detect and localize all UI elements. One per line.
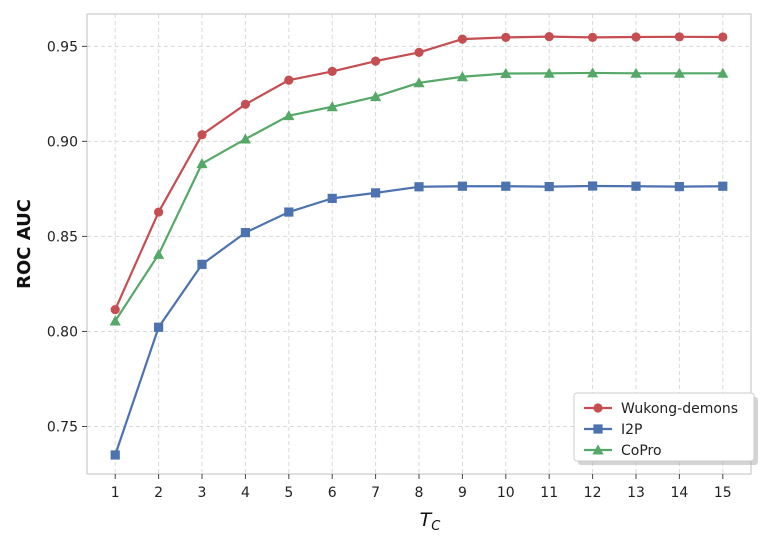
y-tick-label: 0.85 [47,229,78,245]
data-point-wukong-demons [631,32,641,42]
data-point-wukong-demons [587,32,598,42]
x-tick-label: 13 [627,485,645,501]
x-tick-label: 8 [415,485,424,501]
data-point-wukong-demons [674,32,684,42]
x-tick-label: 11 [540,485,558,501]
y-tick-label: 0.95 [47,39,78,55]
x-tick-label: 12 [584,485,602,501]
data-point-i2p [674,181,684,192]
data-point-copro [109,315,121,326]
data-point-wukong-demons [327,66,337,77]
y-tick-label: 0.90 [47,134,78,150]
legend-marker-i2p [593,424,603,434]
data-point-copro [196,157,208,169]
legend-label-i2p: I2P [621,422,642,438]
x-tick-label: 6 [328,485,337,501]
data-point-wukong-demons [414,47,424,57]
data-point-copro [413,77,425,88]
data-point-copro [153,248,165,259]
x-tick-label: 15 [714,485,732,501]
data-point-i2p [371,188,381,198]
data-point-wukong-demons [718,32,728,42]
data-point-copro [239,133,252,144]
y-tick-label: 0.80 [47,324,78,340]
x-axis-label: TC [420,509,442,534]
data-point-copro [370,91,382,102]
ticks: 1 2 3 4 5 6 7 8 9 10 11 12 13 14 150.750.800.850.900.9… [47,39,732,501]
data-point-wukong-demons [371,56,381,66]
y-axis-label: ROC AUC [14,199,35,289]
data-point-wukong-demons [544,32,554,42]
data-point-copro [717,67,729,78]
data-point-i2p [457,181,467,191]
data-point-copro [283,110,295,121]
data-point-i2p [544,181,554,192]
data-point-i2p [501,181,511,191]
legend-label-copro: CoPro [621,443,662,459]
data-point-wukong-demons [154,207,164,217]
legend-marker-copro [592,444,604,455]
data-point-i2p [240,227,251,238]
legend-marker-wukong-demons [593,403,603,413]
data-point-copro [673,67,685,78]
y-tick-label: 0.75 [47,419,78,435]
data-point-i2p [587,181,598,191]
data-point-i2p [327,193,337,203]
data-point-i2p [197,259,207,269]
data-point-wukong-demons [457,34,467,44]
x-tick-label: 3 [198,485,207,501]
x-tick-label: 7 [371,485,380,501]
x-tick-label: 10 [497,485,515,501]
x-tick-label: 4 [241,485,250,501]
data-point-i2p [718,181,728,191]
x-tick-label: 9 [458,485,467,501]
data-point-wukong-demons [501,32,511,42]
x-axis-label-main: T [420,509,433,531]
data-point-wukong-demons [284,75,294,85]
data-point-copro [630,67,642,78]
series-wukong-demons [110,32,728,315]
data-point-i2p [631,181,641,191]
data-point-i2p [154,322,164,332]
legend: Wukong-demons I2P CoPro [573,392,758,465]
data-point-i2p [414,182,424,192]
x-tick-label: 5 [284,485,293,501]
x-axis-label-subscript: C [431,519,441,534]
data-point-wukong-demons [197,130,207,140]
series [109,32,729,460]
legend-box [573,392,755,462]
data-point-copro [326,101,338,112]
data-point-i2p [284,207,294,217]
data-point-copro [543,67,555,78]
data-point-wukong-demons [240,99,251,109]
x-tick-label: 2 [154,485,163,501]
data-point-i2p [110,450,120,460]
data-point-wukong-demons [110,304,120,315]
x-tick-label: 14 [670,485,688,501]
series-copro [109,67,729,326]
x-tick-label: 1 [111,485,120,501]
data-point-copro [586,67,599,78]
data-point-copro [456,71,468,82]
series-i2p [110,181,728,460]
legend-label-wukong-demons: Wukong-demons [621,401,738,417]
data-point-copro [500,67,512,78]
